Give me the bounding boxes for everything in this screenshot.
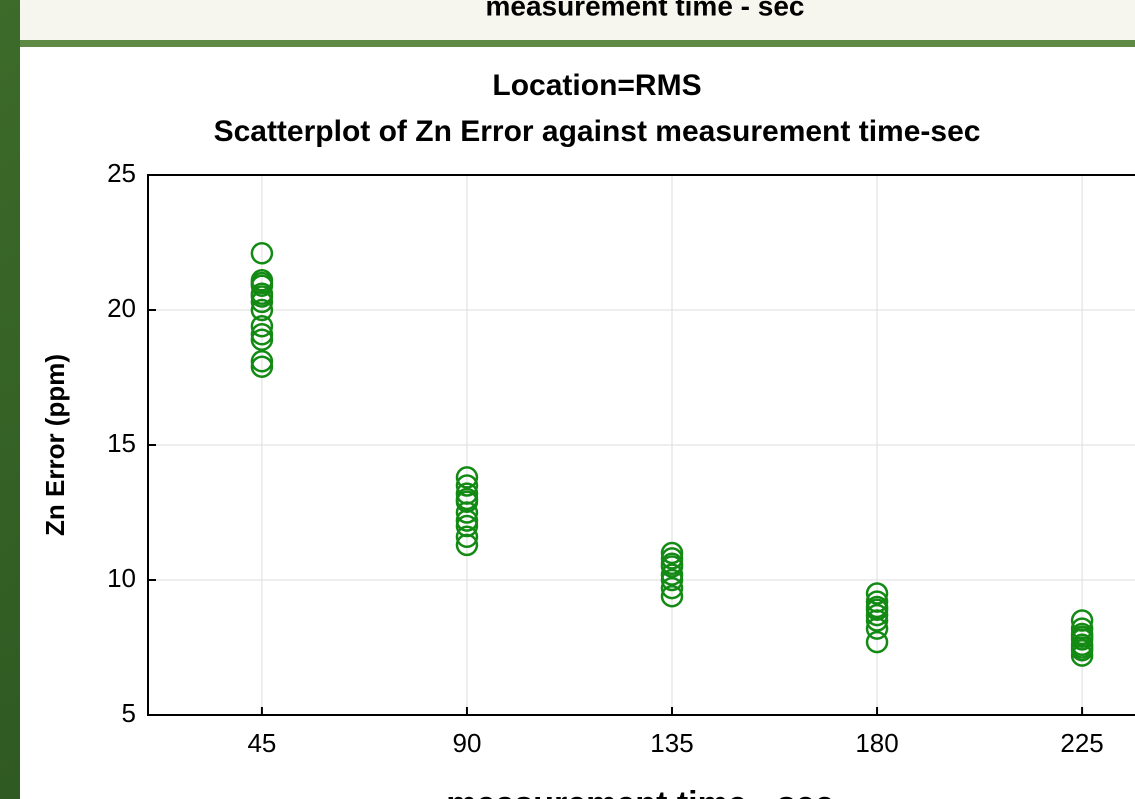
point xyxy=(1070,636,1094,659)
chart-panel xyxy=(20,47,1135,799)
divider xyxy=(20,40,1135,47)
point xyxy=(660,563,684,586)
x-tick-label: 135 xyxy=(650,728,693,758)
chart-title: Location=RMS xyxy=(492,69,701,102)
x-axis-label: measurement time - sec xyxy=(446,785,833,799)
point xyxy=(455,487,479,511)
header-band xyxy=(20,0,1135,40)
header-text: measurement time - sec xyxy=(485,0,804,21)
point xyxy=(660,547,684,570)
point xyxy=(250,298,274,322)
point xyxy=(865,595,889,619)
point xyxy=(455,501,479,524)
y-tick-label: 5 xyxy=(122,698,136,728)
point xyxy=(865,630,889,654)
point xyxy=(250,271,274,295)
x-tick-label: 90 xyxy=(452,728,481,758)
point xyxy=(660,576,684,600)
plot: 5 10 15 20 25 45 90 135 180 225 xyxy=(107,158,1135,758)
point xyxy=(250,314,274,338)
point xyxy=(660,552,684,576)
point xyxy=(455,533,479,557)
point xyxy=(250,323,274,346)
point xyxy=(455,525,479,549)
y-tick-label: 10 xyxy=(107,563,136,593)
point xyxy=(1070,625,1094,648)
point xyxy=(865,609,889,632)
point xyxy=(660,568,684,592)
y-tick-label: 25 xyxy=(107,158,136,188)
point xyxy=(865,603,889,627)
point xyxy=(250,328,274,351)
point xyxy=(250,355,274,378)
x-tick-label: 180 xyxy=(855,728,898,758)
point xyxy=(455,474,479,497)
chart-subtitle: Scatterplot of Zn Error against measurem… xyxy=(214,115,981,148)
y-tick-label: 15 xyxy=(107,428,136,458)
point xyxy=(865,582,889,605)
y-axis-label: Zn Error (ppm) xyxy=(40,354,70,536)
point xyxy=(660,541,684,565)
point xyxy=(250,285,274,308)
point xyxy=(455,466,479,489)
point xyxy=(250,350,274,373)
plot-frame xyxy=(147,174,1135,716)
x-tick-label: 225 xyxy=(1060,728,1103,758)
point xyxy=(660,584,684,608)
point xyxy=(455,509,479,532)
point xyxy=(250,242,274,265)
point xyxy=(865,617,889,640)
x-tick-label: 45 xyxy=(247,728,276,758)
y-tick-label: 20 xyxy=(107,293,136,323)
